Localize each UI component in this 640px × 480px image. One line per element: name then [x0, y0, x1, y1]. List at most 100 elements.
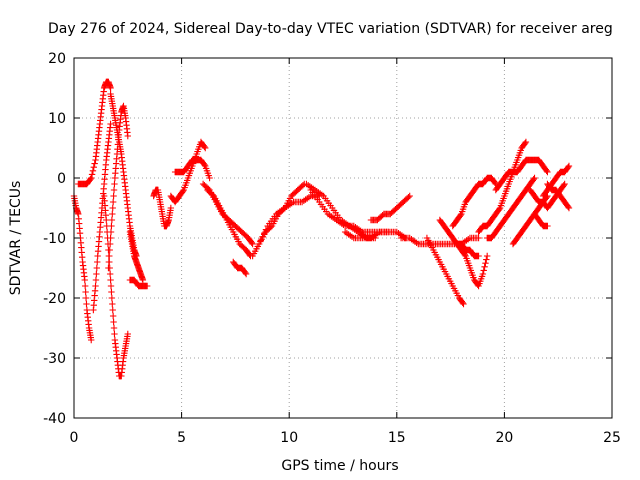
data-point-arc-16-interp	[261, 230, 268, 237]
data-point-arc-16-interp	[262, 226, 270, 233]
data-point-arc-1-interp	[82, 288, 89, 296]
y-tick-label: 20	[48, 51, 66, 67]
data-point-arc-24-interp	[461, 251, 469, 258]
data-point-arc-1	[88, 336, 95, 344]
x-axis-label: GPS time / hours	[281, 458, 398, 474]
data-point-arc-6-interp	[108, 288, 115, 296]
data-point-arc-26-interp	[521, 140, 529, 147]
data-point-arc-4-interp	[111, 180, 118, 188]
data-point-arc-28	[531, 174, 538, 182]
data-point-arc-10-interp	[179, 188, 187, 195]
y-tick-label: 10	[48, 111, 66, 127]
data-point-arc-23	[475, 252, 482, 260]
data-point-arc-13-interp	[209, 191, 216, 198]
data-point-arc-6-interp	[106, 258, 113, 266]
data-point-arc-4-interp	[109, 198, 117, 206]
x-tick-label: 15	[388, 430, 406, 446]
data-point-arc-6-interp	[103, 228, 111, 236]
data-point-arc-3	[107, 120, 114, 128]
y-tick-label: -10	[43, 231, 66, 247]
data-point-arc-33	[544, 222, 551, 230]
data-point-arc-6-interp	[108, 294, 116, 302]
data-point-arc-24	[483, 252, 491, 260]
data-point-arc-30	[561, 180, 568, 188]
y-tick-label: -30	[43, 351, 66, 367]
data-point-arc-4-interp	[109, 210, 116, 218]
x-tick-label: 0	[70, 430, 79, 446]
data-point-arc-7	[139, 276, 147, 284]
data-point-arc-6	[109, 306, 116, 314]
grid-lines	[74, 58, 612, 418]
data-point-arc-10	[202, 144, 209, 152]
data-point-arc-4	[109, 204, 116, 212]
data-point-arc-14-interp	[242, 269, 249, 276]
data-point-arc-6-interp	[107, 282, 115, 290]
data-point-arc-6	[124, 330, 131, 338]
data-point-arc-16	[255, 240, 263, 248]
y-tick-label: -40	[43, 411, 66, 427]
data-point-arc-4-interp	[110, 192, 117, 200]
data-point-arc-6	[107, 276, 114, 284]
data-point-arc-12-interp	[248, 239, 255, 246]
x-tick-label: 20	[495, 430, 513, 446]
data-point-arc-26-interp	[496, 206, 503, 213]
data-point-arc-6-interp	[105, 252, 113, 260]
data-point-arc-31	[565, 162, 573, 170]
x-tick-label: 10	[280, 430, 298, 446]
data-point-arc-8	[143, 282, 151, 290]
data-point-arc-24-interp	[480, 267, 487, 274]
data-point-arc-10-interp	[201, 143, 208, 150]
data-point-arc-32	[565, 204, 573, 212]
data-point-arc-2-interp	[91, 160, 98, 167]
data-point-arc-27	[544, 168, 551, 176]
data-point-arc-20	[406, 192, 413, 200]
data-point-arc-1	[81, 276, 88, 284]
data-point-arc-24-interp	[483, 256, 490, 263]
axis-ticks: 0 5 10 15 20 25 -40 -30 -20 -10 0 10 20	[43, 51, 621, 446]
data-point-arc-6-interp	[106, 270, 114, 278]
data-point-arc-3-interp	[93, 270, 100, 278]
data-point-arc-6-interp	[104, 240, 112, 248]
y-axis-label: SDTVAR / TECUs	[8, 181, 24, 296]
data-point-arc-2-interp	[90, 164, 97, 171]
data-point-arc-2-interp	[87, 176, 94, 183]
data-point-arc-22	[460, 300, 467, 308]
y-tick-label: 0	[57, 171, 66, 187]
data-point-arc-22-interp	[459, 299, 466, 306]
data-point-arc-32-interp	[564, 203, 572, 210]
data-point-arc-16-interp	[259, 233, 266, 240]
data-point-arc-6-interp	[106, 264, 113, 272]
data-point-arc-3-interp	[94, 258, 101, 266]
data-point-arc-20-interp	[405, 194, 412, 201]
data-point-arc-3-interp	[92, 276, 100, 284]
data-point-arc-6-interp	[109, 300, 116, 308]
chart-title: Day 276 of 2024, Sidereal Day-to-day VTE…	[48, 21, 613, 37]
data-point-arc-6-interp	[110, 324, 118, 332]
data-point-arc-27-interp	[543, 167, 550, 174]
data-point-arc-1-interp	[81, 282, 89, 290]
data-point-arc-24	[479, 270, 487, 278]
data-point-arc-12	[249, 240, 256, 248]
data-point-arc-28-interp	[530, 176, 537, 183]
data-point-arc-4-interp	[110, 186, 118, 194]
data-point-arc-6-interp	[111, 330, 118, 338]
data-point-arc-6	[105, 246, 112, 254]
data-point-arc-1-interp	[82, 294, 90, 302]
data-point-arc-13-interp	[246, 251, 253, 258]
data-point-arc-2	[88, 174, 95, 182]
data-point-arc-6-interp	[110, 318, 117, 326]
data-point-arc-6-interp	[104, 234, 111, 242]
data-point-arc-6	[103, 216, 110, 224]
data-point-arc-24-interp	[482, 260, 489, 267]
data-point-arc-15-interp	[267, 224, 274, 231]
data-point-arc-25-interp	[457, 212, 464, 219]
data-point-arc-31-interp	[564, 164, 572, 171]
data-point-arc-3-interp	[93, 264, 101, 272]
data-point-arc-1-interp	[83, 300, 90, 308]
data-point-arc-4	[124, 132, 131, 140]
data-point-arc-11	[206, 174, 213, 182]
data-point-arc-6-interp	[109, 312, 117, 320]
data-point-arc-24-interp	[481, 263, 488, 270]
data-point-arc-16-interp	[257, 237, 264, 244]
data-point-arc-6-interp	[103, 222, 110, 230]
